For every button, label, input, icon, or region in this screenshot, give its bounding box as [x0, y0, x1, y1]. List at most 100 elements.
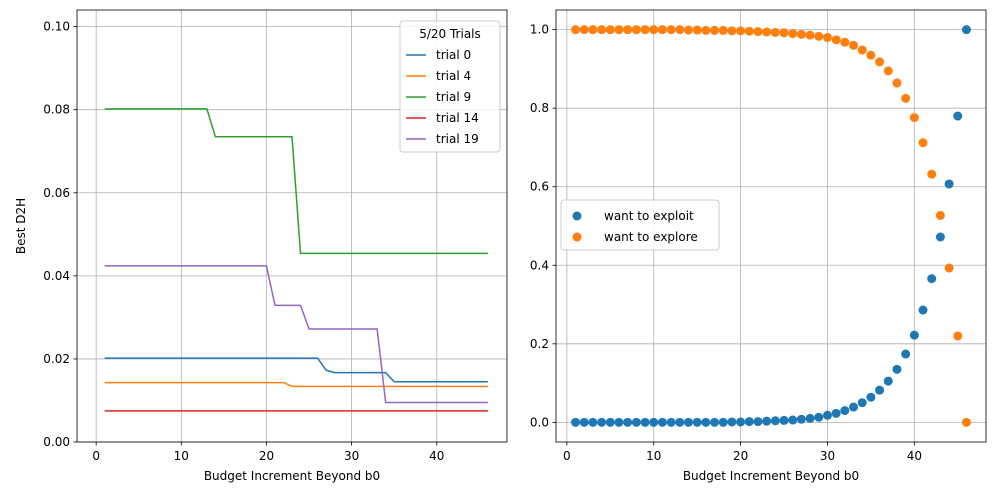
- data-point-want-to-explore: [788, 29, 798, 39]
- legend-entry: trial 0: [436, 48, 471, 62]
- data-point-want-to-exploit: [770, 416, 780, 426]
- data-point-want-to-explore: [918, 138, 928, 148]
- data-point-want-to-exploit: [831, 408, 841, 418]
- data-point-want-to-explore: [909, 113, 919, 123]
- series-line-trial-0: [104, 357, 488, 383]
- data-point-want-to-exploit: [944, 179, 954, 189]
- data-point-want-to-exploit: [640, 417, 650, 427]
- data-point-want-to-explore: [692, 25, 702, 35]
- x-tick-label: 30: [344, 449, 359, 463]
- axes-frame: [76, 9, 508, 443]
- data-point-want-to-exploit: [605, 417, 615, 427]
- data-point-want-to-exploit: [796, 414, 806, 424]
- data-point-want-to-exploit: [822, 410, 832, 420]
- data-point-want-to-exploit: [571, 417, 581, 427]
- data-point-want-to-explore: [623, 25, 633, 35]
- x-tick-label: 0: [92, 449, 100, 463]
- data-point-want-to-explore: [701, 25, 711, 35]
- legend-entry: trial 14: [436, 111, 479, 125]
- data-point-want-to-explore: [770, 27, 780, 37]
- data-point-want-to-explore: [736, 26, 746, 36]
- data-point-want-to-exploit: [849, 402, 859, 412]
- data-point-want-to-explore: [840, 37, 850, 47]
- data-point-want-to-exploit: [718, 417, 728, 427]
- x-tick-label: 10: [174, 449, 189, 463]
- y-tick-label: 0.6: [530, 180, 549, 194]
- data-point-want-to-explore: [875, 57, 885, 67]
- legend-entry: want to exploit: [604, 209, 694, 223]
- data-point-want-to-explore: [935, 210, 945, 220]
- data-point-want-to-explore: [944, 263, 954, 273]
- data-point-want-to-explore: [588, 25, 598, 35]
- data-point-want-to-explore: [849, 40, 859, 50]
- data-point-want-to-exploit: [597, 417, 607, 427]
- data-point-want-to-explore: [883, 66, 893, 76]
- data-point-want-to-exploit: [909, 330, 919, 340]
- y-tick-label: 0.0: [530, 415, 549, 429]
- data-point-want-to-exploit: [762, 416, 772, 426]
- series-line-trial-19: [104, 265, 488, 404]
- data-point-want-to-exploit: [857, 398, 867, 408]
- data-point-want-to-exploit: [675, 417, 685, 427]
- data-point-want-to-exploit: [623, 417, 633, 427]
- data-point-want-to-explore: [762, 27, 772, 37]
- legend-marker: [572, 232, 582, 242]
- data-point-want-to-explore: [727, 26, 737, 36]
- data-point-want-to-exploit: [788, 415, 798, 425]
- data-point-want-to-exploit: [901, 349, 911, 359]
- data-point-want-to-exploit: [892, 364, 902, 374]
- legend-entry: trial 19: [436, 132, 479, 146]
- data-point-want-to-exploit: [953, 111, 963, 121]
- data-point-want-to-exploit: [918, 305, 928, 315]
- data-point-want-to-explore: [605, 25, 615, 35]
- data-point-want-to-exploit: [692, 417, 702, 427]
- legend-box: [560, 199, 720, 251]
- data-point-want-to-explore: [814, 31, 824, 41]
- data-point-want-to-explore: [649, 25, 659, 35]
- data-point-want-to-exploit: [701, 417, 711, 427]
- y-tick-label: 0.2: [530, 337, 549, 351]
- data-point-want-to-explore: [753, 27, 763, 37]
- data-point-want-to-exploit: [753, 417, 763, 427]
- data-point-want-to-explore: [831, 35, 841, 45]
- series-line-trial-4: [104, 381, 488, 388]
- legend-marker: [572, 211, 582, 221]
- y-tick-label: 0.00: [43, 435, 70, 449]
- data-point-want-to-exploit: [649, 417, 659, 427]
- legend-entry: trial 9: [436, 90, 471, 104]
- series-line-trial-9: [104, 108, 488, 255]
- x-axis-label: Budget Increment Beyond b0: [683, 469, 859, 483]
- data-point-want-to-exploit: [579, 417, 589, 427]
- x-tick-label: 40: [429, 449, 444, 463]
- data-point-want-to-exploit: [727, 417, 737, 427]
- data-point-want-to-exploit: [805, 413, 815, 423]
- data-point-want-to-exploit: [666, 417, 676, 427]
- data-point-want-to-explore: [927, 169, 937, 179]
- x-tick-label: 10: [646, 449, 661, 463]
- data-point-want-to-explore: [631, 25, 641, 35]
- data-point-want-to-explore: [718, 25, 728, 35]
- legend-box: [399, 20, 501, 153]
- data-point-want-to-explore: [579, 25, 589, 35]
- data-point-want-to-exploit: [927, 274, 937, 284]
- y-tick-label: 0.08: [43, 103, 70, 117]
- data-point-want-to-exploit: [744, 417, 754, 427]
- data-point-want-to-explore: [710, 25, 720, 35]
- data-point-want-to-explore: [901, 93, 911, 103]
- data-point-want-to-explore: [866, 50, 876, 60]
- data-point-want-to-exploit: [866, 392, 876, 402]
- y-tick-label: 1.0: [530, 23, 549, 37]
- data-point-want-to-exploit: [710, 417, 720, 427]
- data-point-want-to-explore: [657, 25, 667, 35]
- legend-entry: trial 4: [436, 69, 471, 83]
- left-chart-panel: 0 10 20 30 40 0.00 0.02 0.04 0.06 0.08 0.10 Budget …: [14, 9, 508, 483]
- y-tick-label: 0.06: [43, 186, 70, 200]
- data-point-want-to-explore: [822, 32, 832, 42]
- right-chart-panel: 0 10 20 30 40 0.0 0.2 0.4 0.6 0.8 1.0 Budget Increm…: [530, 9, 987, 483]
- x-axis-label: Budget Increment Beyond b0: [204, 469, 380, 483]
- data-point-want-to-exploit: [935, 232, 945, 242]
- y-tick-label: 0.10: [43, 20, 70, 34]
- data-point-want-to-explore: [683, 25, 693, 35]
- data-point-want-to-explore: [892, 78, 902, 88]
- y-axis-label: Best D2H: [14, 198, 28, 254]
